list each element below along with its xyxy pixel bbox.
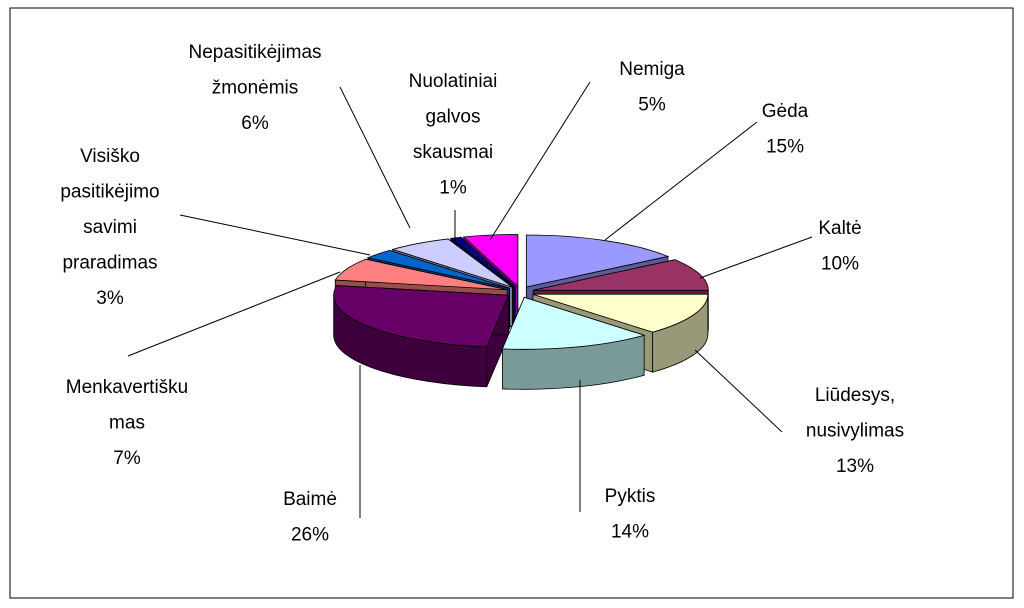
pie-slice [333, 285, 510, 388]
slice-label: Nepasitikėjimas žmonėmis [188, 42, 321, 99]
slice-top [462, 234, 519, 288]
label-line: praradimas [62, 253, 157, 274]
slice-top [533, 259, 709, 291]
slice-top [333, 285, 510, 348]
value-label: 26% [291, 525, 329, 546]
slice-label: Nemiga [619, 59, 685, 80]
label-line: skausmai [413, 142, 493, 163]
value-label: 13% [836, 456, 874, 477]
label-line: Nuolatiniai [409, 71, 498, 92]
leader-line [339, 86, 411, 229]
leader-line [179, 214, 371, 256]
label-line: Baimė [283, 489, 337, 510]
label-line: Liūdesys, [815, 385, 895, 406]
slice-top [391, 238, 513, 288]
label-line: Nepasitikėjimas [188, 42, 321, 63]
label-line: nusivylimas [806, 421, 904, 442]
label-line: Nemiga [619, 59, 685, 80]
label-line: galvos [426, 107, 481, 128]
label-line: savimi [83, 217, 137, 238]
label-line: pasitikėjimo [60, 182, 159, 203]
slice-label: Baimė [283, 489, 337, 510]
label-line: mas [109, 413, 145, 434]
label-line: Pyktis [605, 486, 656, 507]
slice-top [449, 236, 516, 288]
leader-line [127, 271, 341, 357]
leader-line [489, 81, 591, 241]
value-label: 6% [241, 113, 269, 134]
label-line: Kaltė [818, 218, 861, 239]
leader-line [694, 349, 783, 433]
slice-label: Visiško pasitikėjimo savimi praradimas [60, 146, 159, 274]
slice-label: Pyktis [605, 486, 656, 507]
label-line: Menkavertišku [66, 377, 189, 398]
slice-top [501, 296, 646, 350]
value-label: 5% [638, 95, 666, 116]
slice-top [532, 293, 709, 333]
value-label: 14% [611, 522, 649, 543]
slice-top [334, 258, 508, 291]
slice-top [525, 234, 670, 288]
value-label: 10% [821, 254, 859, 275]
label-line: Visiško [80, 146, 140, 167]
slice-label: Menkavertišku mas [66, 377, 189, 434]
label-line: žmonėmis [212, 78, 299, 99]
slice-top [366, 249, 510, 289]
slice-label: Kaltė [818, 218, 861, 239]
label-line: Gėda [762, 101, 809, 122]
value-label: 3% [96, 288, 124, 309]
slice-label: Liūdesys, nusivylimas [806, 385, 904, 442]
leader-line [699, 236, 813, 279]
slice-label: Gėda [762, 101, 809, 122]
value-label: 15% [766, 137, 804, 158]
leader-line [604, 121, 758, 241]
value-label: 7% [113, 448, 141, 469]
slice-label: Nuolatiniai galvos skausmai [409, 71, 498, 163]
pie-slice [501, 296, 646, 390]
value-label: 1% [439, 178, 467, 199]
